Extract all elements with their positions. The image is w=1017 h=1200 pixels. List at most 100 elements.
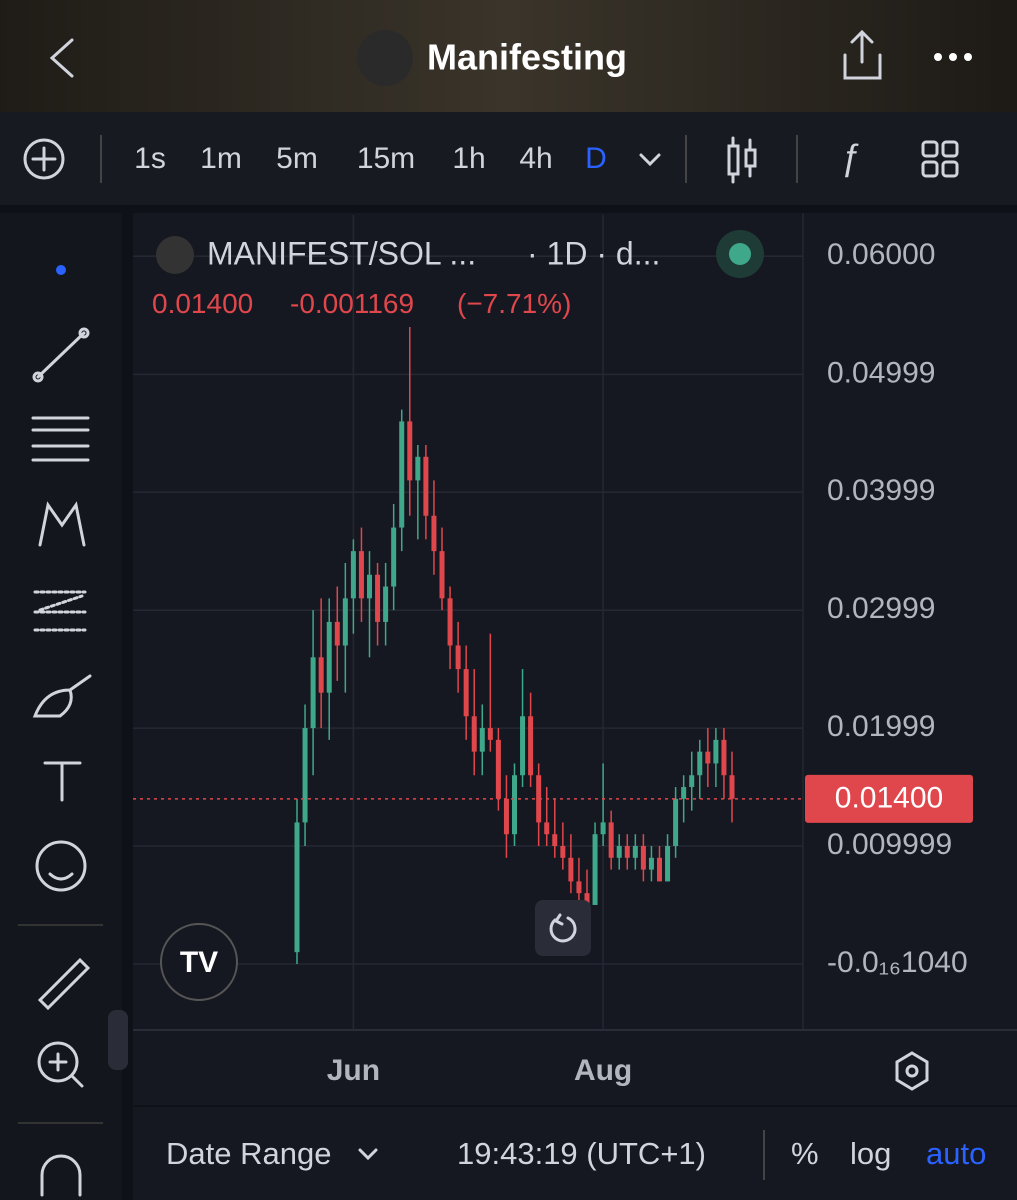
candle-body xyxy=(616,846,622,858)
chart-panel xyxy=(133,213,1017,1105)
candle-body xyxy=(560,846,566,858)
candle-body xyxy=(503,798,509,835)
candle-body xyxy=(302,728,308,823)
x-tick-label: Aug xyxy=(574,1054,632,1087)
reset-icon xyxy=(549,913,577,943)
ohlc-change: -0.001169 xyxy=(290,288,414,319)
y-tick-label: 0.04999 xyxy=(827,356,935,389)
candle-body xyxy=(463,669,469,717)
symbol-icon xyxy=(156,236,194,274)
log-toggle[interactable]: log xyxy=(850,1136,891,1171)
add-button[interactable] xyxy=(23,138,65,180)
settings-button[interactable] xyxy=(895,1051,929,1091)
candle-body xyxy=(487,728,493,740)
candle-body xyxy=(713,739,719,764)
back-button[interactable] xyxy=(49,38,74,78)
avatar xyxy=(357,30,413,86)
last-price-box xyxy=(805,774,973,823)
candle-body xyxy=(334,621,340,646)
symbol: MANIFEST/SOL ... xyxy=(207,235,476,271)
candle-body xyxy=(431,515,437,552)
candle-body xyxy=(657,857,662,882)
candle-body xyxy=(310,657,316,729)
header-bar xyxy=(0,0,1017,112)
last-price-label: 0.01400 xyxy=(835,782,943,815)
ohlc-line: 0.01400 -0.001169 (−7.71%) xyxy=(152,288,571,319)
candle-body xyxy=(632,846,638,858)
tv-logo[interactable] xyxy=(160,923,238,1001)
candle-body xyxy=(544,822,550,835)
sidebar-toggle[interactable] xyxy=(108,1010,128,1070)
y-tick-label: 0.03999 xyxy=(827,474,935,507)
candle-body xyxy=(697,751,703,776)
candle-body xyxy=(479,728,485,752)
header-title: Manifesting xyxy=(427,37,627,78)
layout-button[interactable] xyxy=(921,140,959,178)
candle-body xyxy=(665,846,671,882)
percent-toggle[interactable]: % xyxy=(791,1136,819,1171)
candle-body xyxy=(673,798,679,847)
candle-body xyxy=(471,716,477,752)
ohlc-value: 0.01400 xyxy=(152,288,253,319)
dropdown[interactable] xyxy=(639,153,661,167)
tv-logo-text: TV xyxy=(180,946,218,979)
candle-body xyxy=(455,645,461,670)
y-tick-label: 0.02999 xyxy=(827,592,935,625)
toolbar xyxy=(0,112,1017,205)
chart-type-button[interactable] xyxy=(727,136,757,184)
candle-body xyxy=(592,834,598,905)
x-tick-label: Jun xyxy=(327,1054,380,1087)
candle-body xyxy=(576,881,582,894)
candle-body xyxy=(689,775,695,788)
interval-button[interactable]: D xyxy=(585,142,607,175)
candle-body xyxy=(681,787,687,799)
candle-body xyxy=(640,846,646,870)
candle-body xyxy=(342,598,348,646)
candle-body xyxy=(383,586,389,622)
y-tick-label: 0.06000 xyxy=(827,238,935,271)
candle-body xyxy=(447,598,453,646)
candle-body xyxy=(423,456,429,516)
candle-body xyxy=(326,621,332,693)
auto-toggle[interactable]: auto xyxy=(926,1136,986,1171)
candle-body xyxy=(318,657,324,693)
candle-body xyxy=(648,857,654,870)
reset-button[interactable] xyxy=(535,900,591,956)
settings-icon xyxy=(905,1064,919,1078)
date-range[interactable]: Date Range xyxy=(166,1136,331,1171)
status-dot xyxy=(729,243,751,265)
candle-body xyxy=(729,775,735,799)
interval: · 1D · d... xyxy=(527,235,660,271)
candle-body xyxy=(568,857,574,882)
candle-body xyxy=(350,551,356,599)
interval-group: 1s 1m 5m 15m 1h 4h D xyxy=(134,142,607,175)
sidebar xyxy=(0,213,122,1200)
drawing-tools xyxy=(31,265,92,1197)
candle-body xyxy=(391,527,397,587)
candle-body xyxy=(721,739,727,776)
candle-body xyxy=(294,822,300,953)
clock: 19:43:19 (UTC+1) xyxy=(457,1136,706,1171)
interval-button[interactable]: 1m xyxy=(200,142,242,175)
share-button[interactable] xyxy=(843,29,882,80)
candle-body xyxy=(415,456,421,481)
more-button[interactable] xyxy=(934,53,972,61)
y-tick-label: 0.009999 xyxy=(827,828,952,861)
candle-body xyxy=(705,751,711,764)
y-tick-label: -0.0₁₆1040 xyxy=(827,946,968,979)
candle-body xyxy=(528,716,534,776)
interval-button[interactable]: 1s xyxy=(134,142,166,175)
plot: 0.06000 0.04999 0.03999 0.02999 0.01999 0.009… xyxy=(133,215,973,1087)
candle-body xyxy=(520,716,526,776)
interval-button[interactable]: 5m xyxy=(276,142,318,175)
indicators-button[interactable]: ƒ xyxy=(840,137,860,179)
candle-body xyxy=(399,421,405,528)
interval-button[interactable]: 4h xyxy=(519,142,552,175)
interval-button[interactable]: 1h xyxy=(452,142,485,175)
candle-body xyxy=(407,421,413,481)
candle-body xyxy=(495,739,501,799)
interval-button[interactable]: 15m xyxy=(357,142,415,175)
dropdown xyxy=(358,1148,378,1161)
candle-body xyxy=(367,574,372,599)
